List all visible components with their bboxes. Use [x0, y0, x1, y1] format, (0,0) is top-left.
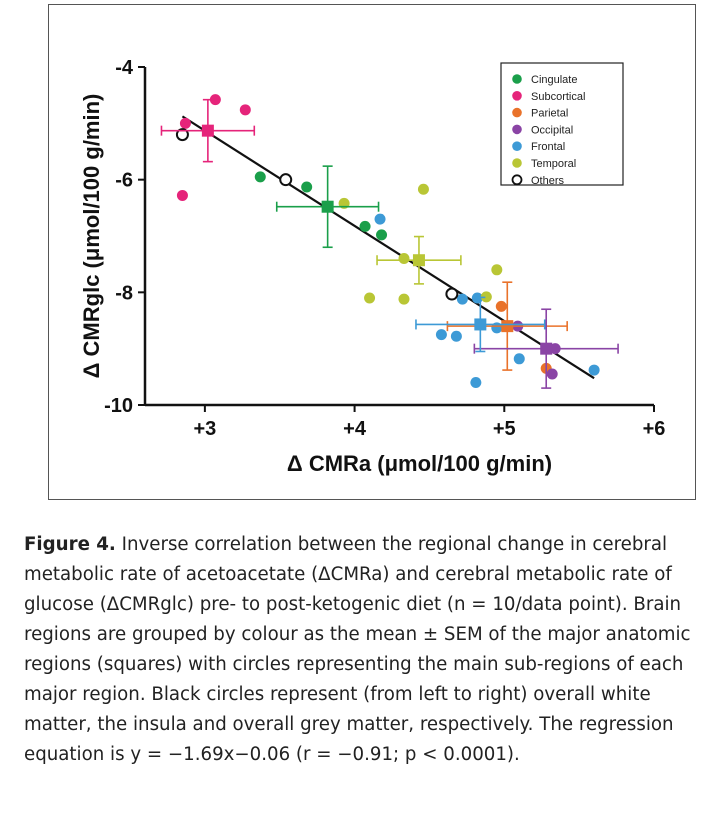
parietal-mean-square	[501, 320, 514, 333]
figure-caption: Figure 4. Inverse correlation between th…	[24, 530, 714, 770]
temporal-point	[491, 264, 503, 276]
legend: Cingulate Subcortical Parietal Occipital Fro…	[500, 62, 624, 187]
legend-occipital-marker	[512, 124, 522, 135]
x-tick-label: +4	[343, 418, 367, 440]
frontal-mean-marker	[415, 296, 546, 353]
legend-occipital-label: Occipital	[531, 124, 573, 136]
cingulate-point	[301, 181, 313, 193]
frontal-mean-square	[474, 318, 487, 331]
legend-subcortical-marker	[512, 91, 522, 101]
temporal-mean-square	[412, 254, 425, 267]
occipital-point	[546, 368, 558, 380]
frontal-point	[456, 293, 468, 305]
parietal-point	[495, 300, 507, 312]
frontal-point	[374, 213, 386, 225]
legend-others-label: Others	[531, 175, 565, 187]
subcortical-point	[209, 94, 221, 106]
y-tick-label: -6	[115, 170, 133, 192]
legend-temporal-label: Temporal	[531, 158, 576, 170]
occipital-mean-square	[540, 342, 553, 355]
x-tick-label: +3	[193, 418, 216, 440]
y-axis-title: Δ CMRglc (μmol/100 g/min)	[79, 94, 104, 379]
legend-parietal-label: Parietal	[531, 108, 568, 120]
legend-subcortical-label: Subcortical	[531, 91, 585, 103]
x-tick-label: +6	[643, 418, 666, 440]
y-tick-label: -4	[115, 57, 134, 79]
temporal-point	[398, 253, 410, 265]
subcortical-mean-square	[201, 124, 214, 137]
legend-parietal-marker	[512, 107, 522, 118]
cingulate-mean-square	[321, 200, 334, 213]
parietal-mean-marker	[446, 281, 568, 371]
subcortical-point	[179, 117, 191, 129]
cingulate-point	[359, 220, 371, 232]
frontal-point	[588, 364, 600, 376]
cingulate-point	[254, 171, 266, 183]
cingulate-point	[376, 229, 388, 241]
y-tick-label: -8	[115, 282, 133, 304]
x-tick-label: +5	[493, 418, 516, 440]
legend-temporal-marker	[512, 158, 522, 168]
occipital-mean-marker	[473, 308, 619, 389]
temporal-point	[480, 291, 492, 303]
legend-cingulate-label: Cingulate	[531, 74, 577, 86]
temporal-mean-marker	[376, 235, 462, 285]
figure-frame: +3 +4 +5 +6 -4 -6 -8 -10 Δ CMRa (μmol/100 g/min)…	[48, 4, 696, 500]
legend-frontal-label: Frontal	[531, 141, 565, 153]
frontal-point	[435, 329, 447, 341]
others-point	[175, 128, 189, 142]
frontal-point	[450, 330, 462, 342]
temporal-point	[364, 292, 376, 304]
scatter-chart: +3 +4 +5 +6 -4 -6 -8 -10 Δ CMRa (μmol/100 g/min)…	[79, 57, 666, 476]
legend-frontal-marker	[512, 141, 522, 151]
subcortical-point	[239, 104, 251, 116]
figure-label: Figure 4.	[24, 534, 116, 555]
frontal-point	[470, 376, 482, 388]
legend-cingulate-marker	[512, 74, 522, 84]
frontal-point	[513, 353, 525, 365]
temporal-point	[417, 183, 429, 195]
others-point	[279, 173, 293, 187]
subcortical-mean-marker	[160, 98, 256, 163]
y-tick-label: -10	[104, 395, 133, 417]
temporal-point	[398, 293, 410, 305]
regression-line	[181, 115, 595, 380]
cingulate-mean-marker	[275, 165, 380, 249]
others-point	[445, 287, 459, 301]
x-axis-title: Δ CMRa (μmol/100 g/min)	[287, 451, 552, 476]
caption-text: Inverse correlation between the regional…	[24, 534, 691, 765]
subcortical-point	[176, 189, 188, 201]
legend-others-marker	[511, 174, 523, 186]
